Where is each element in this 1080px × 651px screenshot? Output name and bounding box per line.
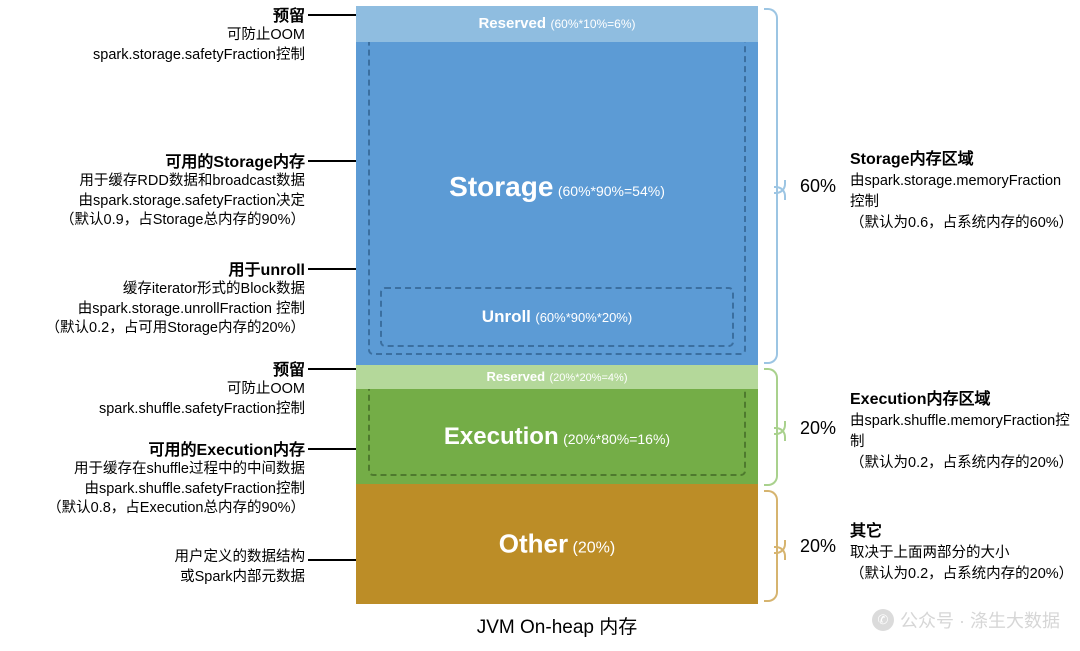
- note-line: 缓存iterator形式的Block数据: [0, 280, 305, 300]
- note-line: 由spark.storage.unrollFraction 控制: [0, 300, 305, 320]
- note-heading: Storage内存区域: [850, 148, 1075, 171]
- segment-title: Reserved: [487, 369, 546, 384]
- diagram-root: 预留 可防止OOM spark.storage.safetyFraction控制…: [0, 0, 1080, 651]
- note-heading: 预留: [0, 2, 305, 26]
- unroll-dashed-box: Unroll (60%*90%*20%): [380, 287, 734, 347]
- note-line: 可防止OOM: [0, 26, 305, 46]
- note-heading: 可用的Storage内存: [0, 148, 305, 172]
- brace-execution: [764, 368, 778, 486]
- note-storage-usable: 可用的Storage内存 用于缓存RDD数据和broadcast数据 由spar…: [0, 148, 305, 231]
- segment-pct: (20%*20%=4%): [550, 372, 628, 384]
- note-line: spark.storage.safetyFraction控制: [0, 46, 305, 66]
- segment-pct: (20%*80%=16%): [563, 431, 670, 447]
- segment-exec-reserved: Reserved (20%*20%=4%): [356, 365, 758, 389]
- note-line: （默认0.2，占可用Storage内存的20%）: [0, 319, 305, 339]
- note-line: 由spark.storage.memoryFraction控制: [850, 171, 1075, 213]
- note-line: 用户定义的数据结构: [0, 548, 305, 568]
- note-exec-usable: 可用的Execution内存 用于缓存在shuffle过程中的中间数据 由spa…: [0, 436, 305, 519]
- memory-stack: Reserved (60%*10%=6%) Storage (60%*90%=5…: [356, 6, 758, 604]
- note-line: 可防止OOM: [0, 380, 305, 400]
- segment-pct: (60%*90%=54%): [558, 183, 665, 199]
- pct-storage: 60%: [800, 176, 836, 197]
- note-exec-reserved: 预留 可防止OOM spark.shuffle.safetyFraction控制: [0, 356, 305, 419]
- segment-storage: Storage (60%*90%=54%) Unroll (60%*90%*20…: [356, 42, 758, 365]
- note-unroll: 用于unroll 缓存iterator形式的Block数据 由spark.sto…: [0, 256, 305, 339]
- watermark-text: 公众号 · 涤生大数据: [900, 607, 1060, 633]
- note-line: （默认0.8，占Execution总内存的90%）: [0, 499, 305, 519]
- pct-other: 20%: [800, 536, 836, 557]
- note-line: （默认为0.2，占系统内存的20%）: [850, 453, 1075, 474]
- note-line: 或Spark内部元数据: [0, 568, 305, 588]
- note-line: 取决于上面两部分的大小: [850, 543, 1075, 564]
- unroll-title: Unroll: [482, 307, 531, 326]
- pct-exec: 20%: [800, 418, 836, 439]
- note-line: （默认为0.2，占系统内存的20%）: [850, 564, 1075, 585]
- note-line: spark.shuffle.safetyFraction控制: [0, 400, 305, 420]
- note-heading: 用于unroll: [0, 256, 305, 280]
- note-heading: 可用的Execution内存: [0, 436, 305, 460]
- note-line: 由spark.storage.safetyFraction决定: [0, 192, 305, 212]
- note-heading: Execution内存区域: [850, 388, 1075, 411]
- note-line: 用于缓存RDD数据和broadcast数据: [0, 172, 305, 192]
- wechat-icon: ✆: [872, 609, 894, 631]
- note-heading: 其它: [850, 520, 1075, 543]
- note-heading: 预留: [0, 356, 305, 380]
- caption: JVM On-heap 内存: [356, 612, 758, 639]
- note-other: 用户定义的数据结构 或Spark内部元数据: [0, 548, 305, 587]
- right-note-storage: Storage内存区域 由spark.storage.memoryFractio…: [850, 148, 1075, 234]
- segment-title: Reserved: [478, 15, 546, 32]
- note-line: 由spark.shuffle.safetyFraction控制: [0, 480, 305, 500]
- segment-pct: (60%*10%=6%): [550, 17, 635, 31]
- note-line: 由spark.shuffle.memoryFraction控制: [850, 411, 1075, 453]
- watermark: ✆ 公众号 · 涤生大数据: [872, 607, 1060, 633]
- segment-title: Execution: [444, 423, 559, 450]
- right-note-execution: Execution内存区域 由spark.shuffle.memoryFract…: [850, 388, 1075, 474]
- unroll-pct: (60%*90%*20%): [535, 310, 632, 325]
- brace-storage: [764, 8, 778, 364]
- note-line: （默认为0.6，占系统内存的60%）: [850, 213, 1075, 234]
- right-note-other: 其它 取决于上面两部分的大小 （默认为0.2，占系统内存的20%）: [850, 520, 1075, 585]
- segment-storage-reserved: Reserved (60%*10%=6%): [356, 6, 758, 42]
- segment-title: Storage: [449, 171, 553, 202]
- segment-pct: (20%): [573, 540, 616, 557]
- segment-execution: Execution (20%*80%=16%): [356, 389, 758, 485]
- segment-other: Other (20%): [356, 484, 758, 604]
- note-storage-reserved: 预留 可防止OOM spark.storage.safetyFraction控制: [0, 2, 305, 65]
- note-line: （默认0.9，占Storage总内存的90%）: [0, 211, 305, 231]
- brace-other: [764, 490, 778, 602]
- segment-title: Other: [499, 529, 568, 559]
- note-line: 用于缓存在shuffle过程中的中间数据: [0, 460, 305, 480]
